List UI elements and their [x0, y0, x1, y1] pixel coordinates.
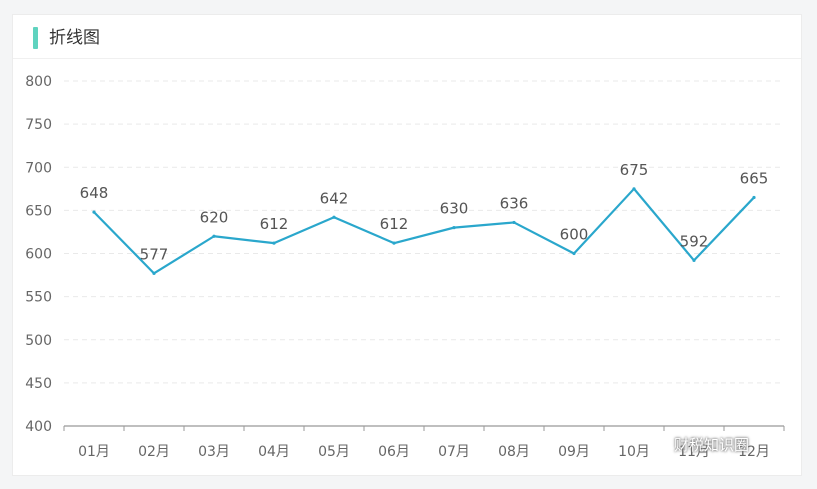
y-tick-label: 800 [25, 74, 52, 90]
data-point [332, 215, 336, 219]
data-label: 636 [500, 194, 529, 212]
data-label: 592 [680, 232, 709, 250]
y-tick-label: 550 [25, 290, 52, 306]
y-tick-label: 400 [25, 419, 52, 435]
x-tick-label: 11月 [678, 444, 710, 460]
x-tick-label: 09月 [558, 444, 590, 460]
y-tick-label: 500 [25, 333, 52, 349]
data-label: 648 [80, 184, 109, 202]
data-label: 665 [740, 169, 769, 187]
data-point [632, 187, 636, 191]
chart-card: 折线图 [12, 14, 802, 476]
y-axis-ticks: 400 450 500 550 600 650 700 750 800 [25, 74, 52, 435]
data-label: 675 [620, 161, 649, 179]
data-point [152, 271, 156, 275]
data-point [512, 220, 516, 225]
data-labels: 648 577 620 612 642 612 630 636 600 675 592 665 [80, 161, 769, 264]
x-tick-label: 06月 [378, 444, 410, 460]
chart-header: 折线图 [13, 15, 801, 59]
x-tick-label: 10月 [618, 444, 650, 460]
y-tick-label: 600 [25, 247, 52, 263]
series-line-group [93, 187, 755, 275]
data-points [92, 187, 756, 275]
data-point [272, 241, 276, 245]
x-tick-label: 04月 [258, 444, 290, 460]
y-tick-label: 700 [25, 160, 52, 176]
chart-title: 折线图 [49, 28, 100, 48]
x-tick-label: 12月 [738, 444, 770, 460]
data-point [692, 258, 696, 262]
data-label: 612 [380, 215, 409, 233]
x-tick-label: 05月 [318, 444, 350, 460]
wechat-icon [648, 435, 670, 452]
data-label: 630 [440, 200, 469, 218]
data-point [212, 234, 216, 238]
y-tick-label: 750 [25, 117, 52, 133]
grid-lines [64, 80, 784, 384]
series-line [93, 187, 755, 275]
data-label: 642 [320, 189, 349, 207]
y-tick-label: 450 [25, 376, 52, 392]
data-label: 612 [260, 215, 289, 233]
data-point [572, 251, 576, 256]
data-point [92, 210, 96, 214]
x-tick-label: 08月 [498, 444, 530, 460]
x-tick-label: 07月 [438, 444, 470, 460]
data-point [452, 226, 456, 230]
x-axis [63, 425, 785, 431]
y-tick-label: 650 [25, 203, 52, 219]
watermark-text: 财税知识圈 [674, 435, 750, 454]
data-label: 600 [560, 226, 589, 244]
data-label: 577 [140, 245, 169, 263]
x-tick-label: 03月 [198, 444, 230, 460]
data-point [752, 195, 756, 200]
x-tick-label: 01月 [78, 444, 110, 460]
title-accent-bar [33, 27, 38, 49]
x-axis-ticks: 01月 02月 03月 04月 05月 06月 07月 08月 09月 10月 11月 12月 [78, 444, 770, 460]
data-label: 620 [200, 208, 229, 226]
x-tick-label: 02月 [138, 444, 170, 460]
data-point [392, 241, 396, 245]
watermark: 财税知识圈 [648, 432, 749, 456]
